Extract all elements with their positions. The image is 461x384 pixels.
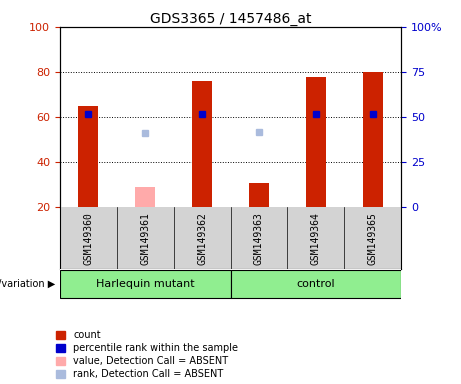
Text: GSM149363: GSM149363	[254, 212, 264, 265]
Bar	[60, 270, 230, 298]
Bar	[135, 187, 155, 207]
Text: GSM149362: GSM149362	[197, 212, 207, 265]
Text: Harlequin mutant: Harlequin mutant	[96, 278, 195, 288]
Text: GSM149365: GSM149365	[367, 212, 378, 265]
Bar	[78, 106, 98, 207]
Text: GSM149364: GSM149364	[311, 212, 321, 265]
Text: GSM149360: GSM149360	[83, 212, 94, 265]
Text: genotype/variation ▶: genotype/variation ▶	[0, 279, 55, 289]
Bar	[230, 270, 401, 298]
Bar	[249, 182, 269, 207]
Bar	[306, 76, 326, 207]
Text: control: control	[296, 278, 335, 288]
Text: GSM149361: GSM149361	[140, 212, 150, 265]
Bar	[192, 81, 212, 207]
Legend: count, percentile rank within the sample, value, Detection Call = ABSENT, rank, : count, percentile rank within the sample…	[56, 330, 238, 379]
Title: GDS3365 / 1457486_at: GDS3365 / 1457486_at	[150, 12, 311, 26]
Bar	[363, 72, 383, 207]
